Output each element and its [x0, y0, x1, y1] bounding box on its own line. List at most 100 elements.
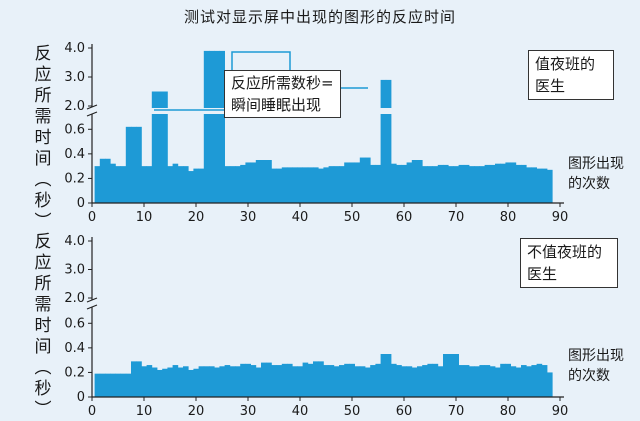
bottom-bar: [453, 354, 459, 397]
top-x-tick-label: 0: [88, 210, 96, 225]
bottom-bar: [183, 366, 189, 397]
bottom-bar: [99, 373, 106, 397]
top-bar: [307, 167, 314, 203]
top-bar: [448, 166, 454, 203]
top-bar: [521, 164, 527, 203]
bottom-bar: [198, 366, 205, 397]
bottom-bar: [219, 366, 225, 397]
top-bar: [110, 163, 116, 203]
top-bar: [495, 163, 501, 203]
bottom-bar: [531, 365, 537, 397]
bottom-bar: [380, 354, 387, 397]
bottom-bar: [443, 354, 449, 397]
bottom-bar: [536, 363, 543, 397]
bottom-bar: [188, 369, 194, 397]
bottom-bar: [391, 363, 397, 397]
top-bar: [136, 126, 142, 203]
top-y-tick-label: 3.0: [64, 70, 85, 85]
top-y-axis-label: 反应所需时间 ︵ 秒 ︶: [34, 44, 52, 232]
bottom-bar: [167, 367, 173, 397]
bottom-bar: [510, 366, 517, 397]
bottom-axis-break-gap: [91, 301, 563, 307]
top-bar: [188, 171, 194, 203]
top-bar: [489, 164, 496, 203]
bottom-bar: [479, 365, 485, 397]
top-bar: [255, 160, 262, 203]
bottom-bar: [281, 363, 288, 397]
bottom-bar: [484, 365, 491, 397]
bottom-bar: [151, 367, 158, 397]
top-bar: [406, 162, 413, 203]
bottom-bar: [318, 361, 324, 397]
bottom-bar: [344, 363, 350, 397]
top-x-axis-label: 图形出现 的次数: [568, 156, 624, 192]
bottom-bar: [463, 365, 470, 397]
top-bar: [354, 162, 361, 203]
bottom-bar: [120, 373, 127, 397]
top-bar: [323, 167, 329, 203]
bottom-bar: [245, 363, 251, 397]
bottom-bar: [146, 365, 153, 397]
bottom-bar: [521, 365, 527, 397]
bottom-bar: [401, 366, 407, 397]
top-bar: [198, 168, 205, 203]
bottom-bar: [458, 365, 465, 397]
top-bar: [541, 168, 548, 203]
bottom-bar: [541, 365, 548, 397]
bottom-bar: [172, 365, 179, 397]
top-bar: [500, 163, 506, 203]
bottom-bar: [406, 366, 413, 397]
top-bar: [370, 164, 376, 203]
bottom-bar: [214, 367, 220, 397]
bottom-y-tick-label: 4.0: [64, 234, 85, 249]
bottom-bar: [437, 366, 444, 397]
bottom-bar: [94, 373, 101, 397]
top-bar: [339, 166, 345, 203]
bottom-x-tick-label: 80: [500, 404, 517, 419]
top-x-tick-label: 20: [188, 210, 205, 225]
top-bar: [526, 167, 532, 203]
bottom-bar: [448, 354, 454, 397]
bottom-bar: [354, 366, 361, 397]
top-bar: [193, 168, 199, 203]
bottom-x-tick-label: 10: [136, 404, 153, 419]
top-bar: [146, 166, 153, 203]
top-bar: [261, 160, 267, 203]
top-bar: [391, 163, 397, 203]
bottom-bar: [339, 365, 345, 397]
bottom-x-tick-label: 30: [240, 404, 257, 419]
top-bar: [417, 160, 423, 203]
bottom-bar: [500, 363, 506, 397]
top-bar: [463, 164, 470, 203]
top-bar: [120, 166, 127, 203]
bottom-bar: [375, 363, 381, 397]
bottom-bar: [110, 373, 116, 397]
bottom-bar: [427, 363, 433, 397]
top-bar: [250, 162, 257, 203]
chart-title: 测试对显示屏中出现的图形的反应时间: [183, 8, 456, 26]
bottom-bar: [547, 372, 553, 397]
bottom-bar: [115, 373, 121, 397]
top-bar: [266, 160, 272, 203]
callout-annotation: 反应所需数秒= 瞬间睡眠出现: [224, 70, 341, 118]
bottom-bar: [474, 366, 480, 397]
top-bar: [235, 166, 241, 203]
bottom-bar: [125, 373, 132, 397]
top-bar: [125, 126, 132, 203]
bottom-bar: [157, 369, 163, 397]
top-x-tick-label: 50: [344, 210, 361, 225]
callout-leader-top: [231, 51, 291, 78]
bottom-bar: [422, 365, 428, 397]
bottom-bar: [323, 365, 329, 397]
top-bar: [328, 166, 335, 203]
top-bar: [313, 167, 319, 203]
top-y-tick-label: 0: [77, 196, 85, 211]
top-bar: [432, 166, 439, 203]
bottom-bar: [495, 367, 501, 397]
top-x-tick-label: 70: [448, 210, 465, 225]
bottom-bar: [297, 366, 303, 397]
bottom-bar: [526, 366, 532, 397]
bottom-bar: [229, 366, 236, 397]
bottom-bar: [359, 366, 366, 397]
bottom-bar: [349, 363, 355, 397]
